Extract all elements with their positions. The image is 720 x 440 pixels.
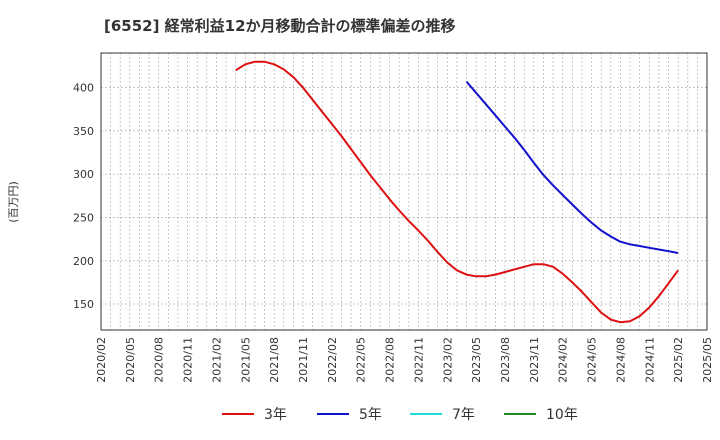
x-tick-label: 2022/08 [384,337,397,383]
legend-label: 7年 [452,407,475,423]
series-lines [235,60,679,324]
x-tick-label: 2024/11 [643,337,656,383]
y-ticks: 150 200 250 300 350 400 [73,82,94,311]
y-tick-label: 400 [73,82,94,95]
x-tick-label: 2022/02 [326,337,339,383]
x-tick-label: 2023/08 [499,337,512,383]
y-tick-label: 150 [73,298,94,311]
x-ticks: 2020/02 2020/05 2020/08 2020/11 2021/02 2021/… [95,337,714,383]
y-axis-label: (百万円) [7,181,20,223]
chart-title: [6552] 経常利益12か月移動合計の標準偏差の推移 [104,17,456,35]
x-tick-label: 2025/02 [672,337,685,383]
x-tick-label: 2025/05 [701,337,714,383]
x-tick-label: 2020/08 [153,337,166,383]
series-line [235,60,679,324]
x-tick-label: 2024/02 [557,337,570,383]
x-tick-label: 2024/08 [614,337,627,383]
x-tick-label: 2022/05 [355,337,368,383]
x-tick-label: 2020/05 [124,337,137,383]
legend-label: 10年 [546,407,578,423]
x-tick-label: 2020/02 [95,337,108,383]
legend: 3年 5年 7年 10年 [222,407,578,423]
y-tick-label: 300 [73,168,94,181]
grid [101,53,707,330]
y-tick-label: 250 [73,211,94,224]
series-line [465,80,679,254]
y-tick-label: 200 [73,255,94,268]
x-tick-label: 2023/11 [528,337,541,383]
x-tick-label: 2021/11 [297,337,310,383]
y-tick-label: 350 [73,125,94,138]
plot-frame [100,52,708,331]
x-tick-label: 2023/05 [470,337,483,383]
x-tick-label: 2021/02 [210,337,223,383]
x-tick-label: 2022/11 [412,337,425,383]
x-tick-label: 2023/02 [441,337,454,383]
x-tick-label: 2020/11 [182,337,195,383]
x-tick-label: 2021/05 [239,337,252,383]
legend-label: 3年 [264,407,287,423]
x-tick-label: 2024/05 [586,337,599,383]
legend-label: 5年 [359,407,382,423]
x-tick-label: 2021/08 [268,337,281,383]
